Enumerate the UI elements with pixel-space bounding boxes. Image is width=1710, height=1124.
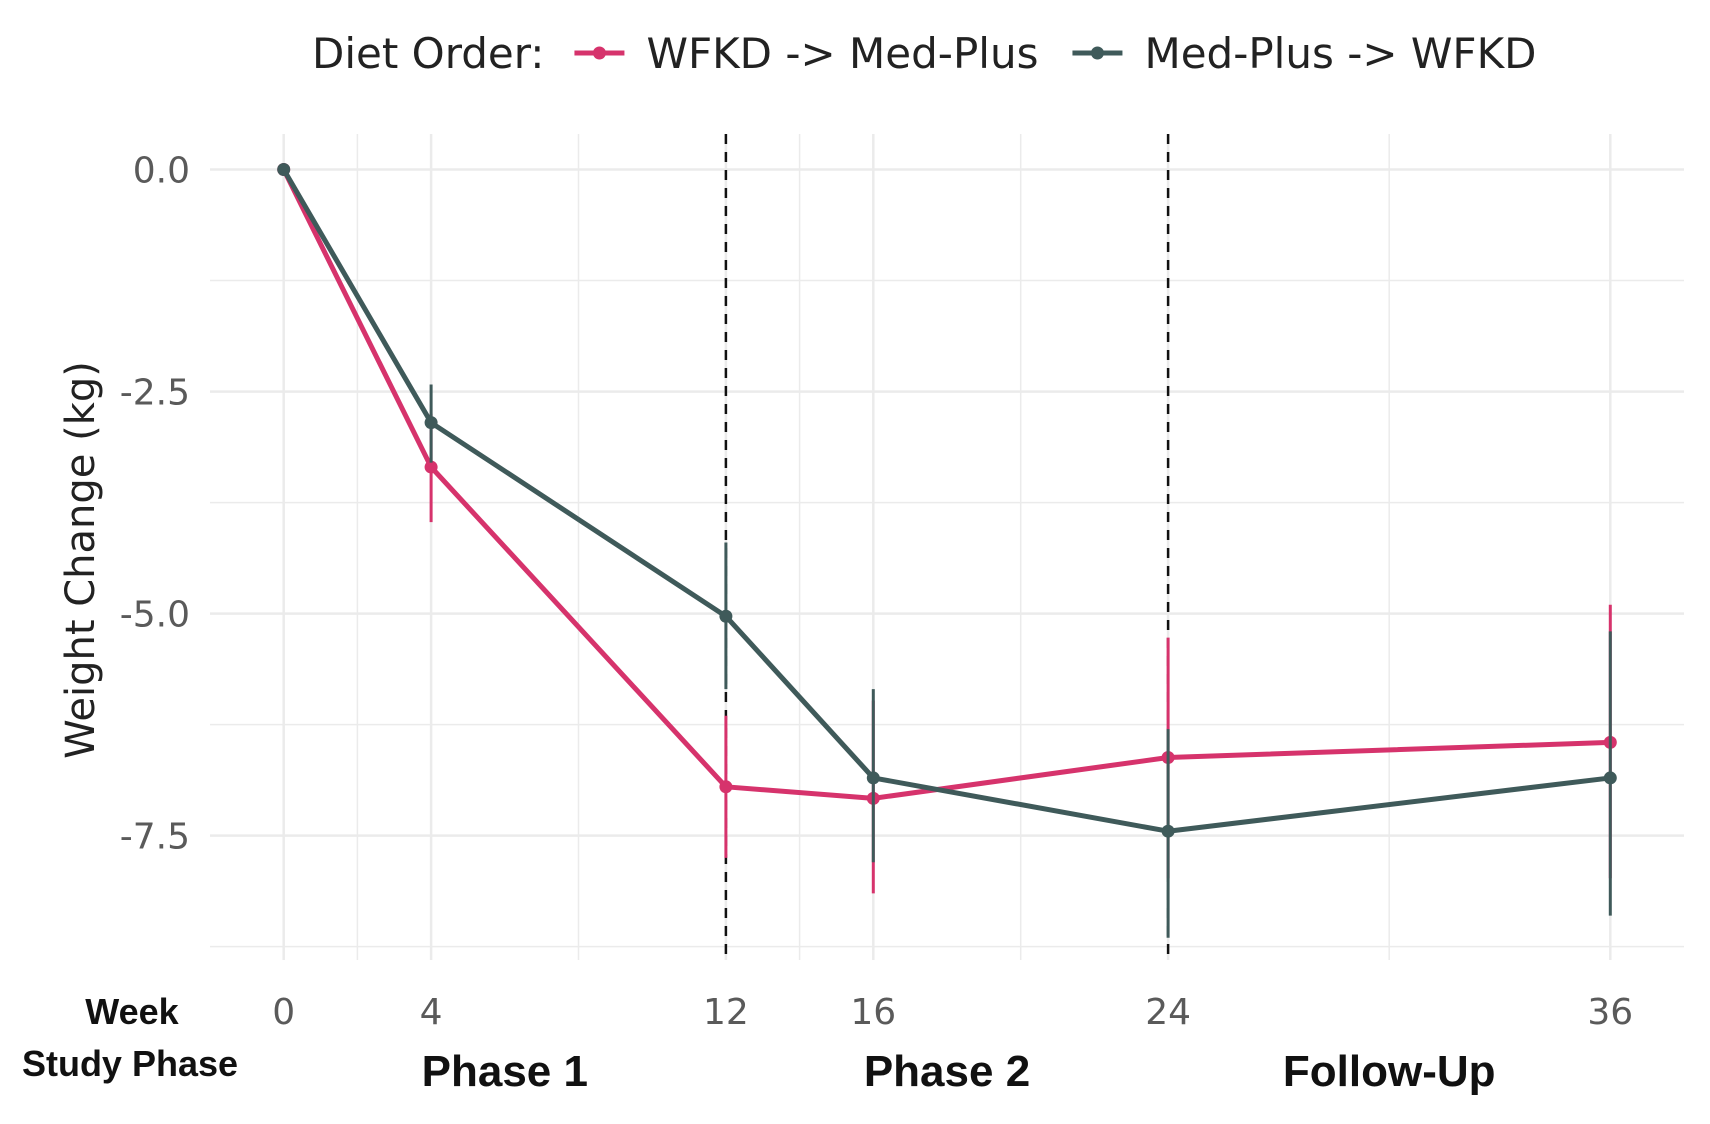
x-tick-label: 24 [1145, 992, 1191, 1033]
phase-label: Phase 2 [864, 1047, 1030, 1096]
y-tick-label: -5.0 [120, 595, 190, 636]
phase-label: Follow-Up [1283, 1047, 1496, 1096]
series-layer [277, 163, 1617, 938]
y-tick-label: 0.0 [133, 151, 190, 192]
series-line [281, 168, 1611, 801]
x-tick-label: 4 [420, 992, 443, 1033]
row-label-week: Week [85, 991, 179, 1032]
y-tick-label: -7.5 [120, 817, 190, 858]
legend-key-point [592, 46, 606, 60]
data-point [1603, 771, 1617, 785]
series-2 [277, 163, 1617, 938]
legend: Diet Order: WFKD -> Med-Plus Med-Plus -> … [312, 29, 1536, 78]
data-point [866, 771, 880, 785]
data-point [1161, 824, 1175, 838]
data-point [277, 163, 291, 177]
phase-labels: Phase 1 Phase 2 Follow-Up [422, 1047, 1496, 1096]
data-point [424, 416, 438, 430]
y-axis-title: Weight Change (kg) [58, 361, 104, 759]
grid-minor [210, 134, 1684, 960]
data-point [424, 460, 438, 474]
legend-title: Diet Order: [312, 29, 544, 78]
y-tick-label: -2.5 [120, 373, 190, 414]
x-tick-label: 0 [272, 992, 295, 1033]
x-tick-label: 12 [703, 992, 749, 1033]
x-tick-label: 16 [850, 992, 896, 1033]
row-label-study-phase: Study Phase [22, 1043, 238, 1084]
legend-label: WFKD -> Med-Plus [646, 29, 1038, 78]
grid-major [210, 134, 1684, 960]
x-tick-label: 36 [1587, 992, 1633, 1033]
series-line [281, 168, 1611, 834]
y-axis-ticks: 0.0 -2.5 -5.0 -7.5 [120, 151, 190, 858]
legend-label: Med-Plus -> WFKD [1144, 29, 1536, 78]
legend-key-point [1090, 46, 1104, 60]
data-point [719, 780, 733, 794]
x-axis-ticks: 0 4 12 16 24 36 [272, 992, 1633, 1033]
phase-label: Phase 1 [422, 1047, 588, 1096]
data-point [719, 609, 733, 623]
series-1 [277, 163, 1617, 894]
